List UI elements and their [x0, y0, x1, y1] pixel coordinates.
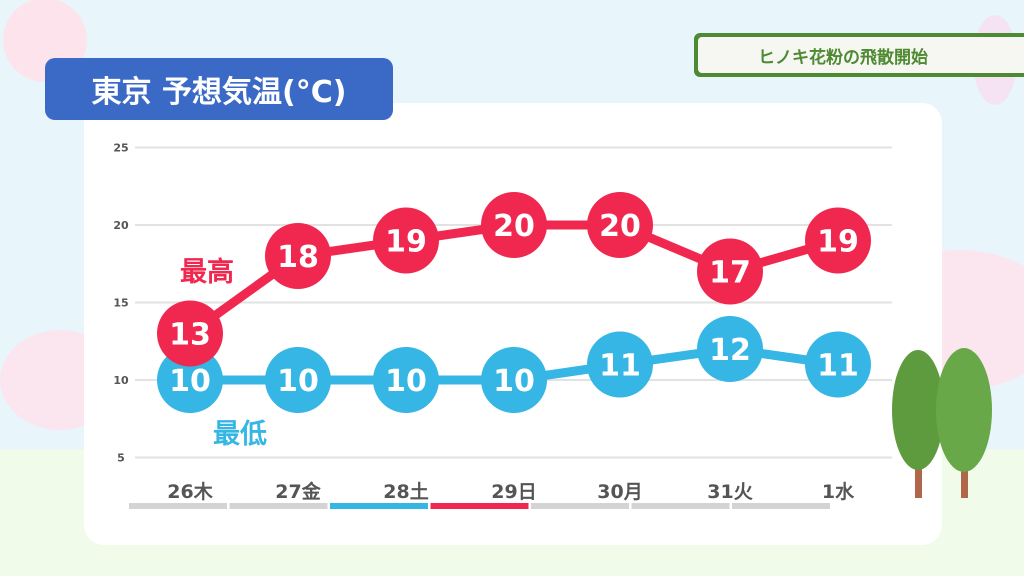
y-tick-label: 10: [113, 374, 129, 387]
x-axis-bar: [531, 503, 629, 509]
pollen-badge: ヒノキ花粉の飛散開始: [694, 33, 1024, 77]
data-point: [805, 207, 871, 274]
data-label: 10: [277, 364, 319, 399]
tree-icon: [892, 350, 944, 470]
data-label: 12: [709, 333, 751, 368]
data-point: [587, 331, 653, 398]
data-label: 19: [817, 225, 859, 260]
x-tick-label: 28土: [383, 481, 428, 503]
data-point: [697, 316, 763, 382]
x-tick-label: 31火: [707, 481, 753, 503]
data-point: [265, 347, 331, 413]
data-point: [587, 192, 653, 258]
x-axis-bar: [330, 503, 428, 509]
x-axis-bar: [430, 503, 529, 509]
data-label: 11: [599, 349, 641, 384]
x-axis-bar: [732, 503, 830, 509]
x-tick-label: 30月: [597, 481, 642, 503]
x-tick-label: 29日: [491, 481, 536, 503]
data-label: 18: [277, 240, 319, 275]
data-label: 10: [493, 364, 535, 399]
x-tick-label: 27金: [275, 480, 321, 503]
y-tick-label: 5: [117, 452, 125, 465]
y-tick-label: 25: [113, 142, 128, 155]
data-label: 17: [709, 256, 751, 291]
data-point: [157, 300, 223, 367]
page-title: 東京 予想気温(°C): [45, 58, 393, 120]
x-tick-label: 26木: [167, 480, 213, 503]
data-label: 19: [385, 225, 427, 260]
data-point: [157, 347, 223, 413]
tree-icon: [936, 348, 992, 472]
data-label: 13: [169, 318, 211, 353]
x-axis-bar: [229, 503, 328, 509]
x-axis-bar: [631, 503, 730, 509]
data-label: 11: [817, 349, 859, 384]
data-point: [481, 192, 547, 258]
data-label: 10: [169, 364, 211, 399]
legend-high-label: 最高: [180, 256, 234, 288]
x-axis-bar: [129, 503, 227, 509]
chart-panel: [84, 103, 942, 545]
x-tick-label: 1水: [822, 481, 855, 503]
data-point: [373, 347, 439, 413]
trees: [892, 348, 992, 498]
data-point: [481, 347, 547, 413]
legend-low-label: 最低: [213, 419, 267, 450]
data-label: 10: [385, 364, 427, 399]
data-point: [805, 331, 871, 398]
data-point: [697, 238, 763, 305]
data-point: [265, 223, 331, 289]
data-label: 20: [493, 209, 535, 244]
data-point: [373, 207, 439, 274]
pollen-badge-text: ヒノキ花粉の飛散開始: [698, 37, 1024, 73]
data-label: 20: [599, 209, 641, 244]
y-tick-label: 15: [113, 297, 128, 310]
y-tick-label: 20: [113, 219, 129, 232]
